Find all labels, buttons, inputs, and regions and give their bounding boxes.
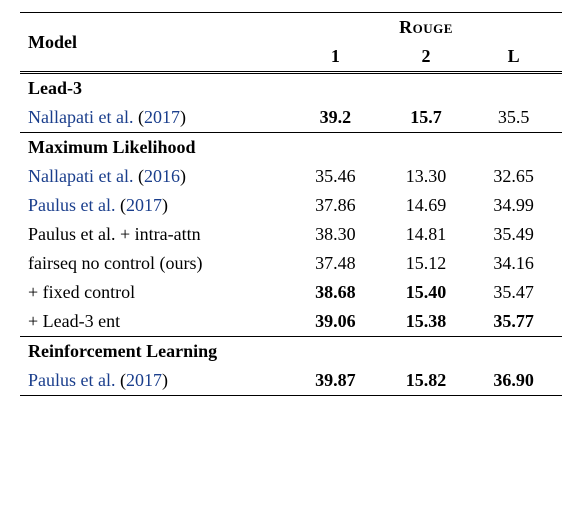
rouge-2-header: 2	[381, 42, 472, 73]
rouge-header: Rouge	[290, 13, 562, 43]
table-row: + Lead-3 ent39.0615.3835.77	[20, 307, 562, 337]
citation-link[interactable]: Paulus et al.	[28, 370, 116, 390]
model-cell: Paulus et al. (2017)	[20, 191, 290, 220]
metric-cell: 39.2	[290, 103, 381, 133]
metric-cell: 38.68	[290, 278, 381, 307]
table-row: + fixed control38.6815.4035.47	[20, 278, 562, 307]
rouge-1-header: 1	[290, 42, 381, 73]
model-cell: + Lead-3 ent	[20, 307, 290, 337]
metric-cell: 34.99	[471, 191, 562, 220]
metric-cell: 14.81	[381, 220, 472, 249]
rouge-L-header: L	[471, 42, 562, 73]
metric-cell: 13.30	[381, 162, 472, 191]
model-cell: Paulus et al. (2017)	[20, 366, 290, 396]
metric-cell: 15.7	[381, 103, 472, 133]
citation-year[interactable]: 2017	[144, 107, 180, 127]
metric-cell: 15.40	[381, 278, 472, 307]
metric-cell: 36.90	[471, 366, 562, 396]
metric-cell: 39.87	[290, 366, 381, 396]
table-row: Nallapati et al. (2017)39.215.735.5	[20, 103, 562, 133]
citation-link[interactable]: Nallapati et al.	[28, 166, 133, 186]
metric-cell: 35.77	[471, 307, 562, 337]
model-cell: + fixed control	[20, 278, 290, 307]
model-cell: Nallapati et al. (2016)	[20, 162, 290, 191]
metric-cell: 14.69	[381, 191, 472, 220]
citation-year[interactable]: 2017	[126, 195, 162, 215]
table-row: Nallapati et al. (2016)35.4613.3032.65	[20, 162, 562, 191]
table-row: Paulus et al. + intra-attn38.3014.8135.4…	[20, 220, 562, 249]
model-cell: fairseq no control (ours)	[20, 249, 290, 278]
metric-cell: 37.86	[290, 191, 381, 220]
results-table: Model Rouge 1 2 L Lead-3Nallapati et al.…	[20, 12, 562, 396]
metric-cell: 15.12	[381, 249, 472, 278]
section-header: Lead-3	[20, 73, 562, 104]
metric-cell: 39.06	[290, 307, 381, 337]
table-row: Paulus et al. (2017)37.8614.6934.99	[20, 191, 562, 220]
metric-cell: 35.46	[290, 162, 381, 191]
citation-link[interactable]: Nallapati et al.	[28, 107, 133, 127]
table-row: Paulus et al. (2017)39.8715.8236.90	[20, 366, 562, 396]
model-cell: Paulus et al. + intra-attn	[20, 220, 290, 249]
section-header: Reinforcement Learning	[20, 337, 562, 367]
metric-cell: 15.82	[381, 366, 472, 396]
metric-cell: 38.30	[290, 220, 381, 249]
table-row: fairseq no control (ours)37.4815.1234.16	[20, 249, 562, 278]
citation-year[interactable]: 2017	[126, 370, 162, 390]
section-header: Maximum Likelihood	[20, 133, 562, 163]
metric-cell: 37.48	[290, 249, 381, 278]
citation-link[interactable]: Paulus et al.	[28, 195, 116, 215]
metric-cell: 15.38	[381, 307, 472, 337]
model-cell: Nallapati et al. (2017)	[20, 103, 290, 133]
citation-year[interactable]: 2016	[144, 166, 180, 186]
metric-cell: 35.49	[471, 220, 562, 249]
metric-cell: 34.16	[471, 249, 562, 278]
metric-cell: 35.47	[471, 278, 562, 307]
model-header: Model	[20, 13, 290, 73]
metric-cell: 32.65	[471, 162, 562, 191]
metric-cell: 35.5	[471, 103, 562, 133]
